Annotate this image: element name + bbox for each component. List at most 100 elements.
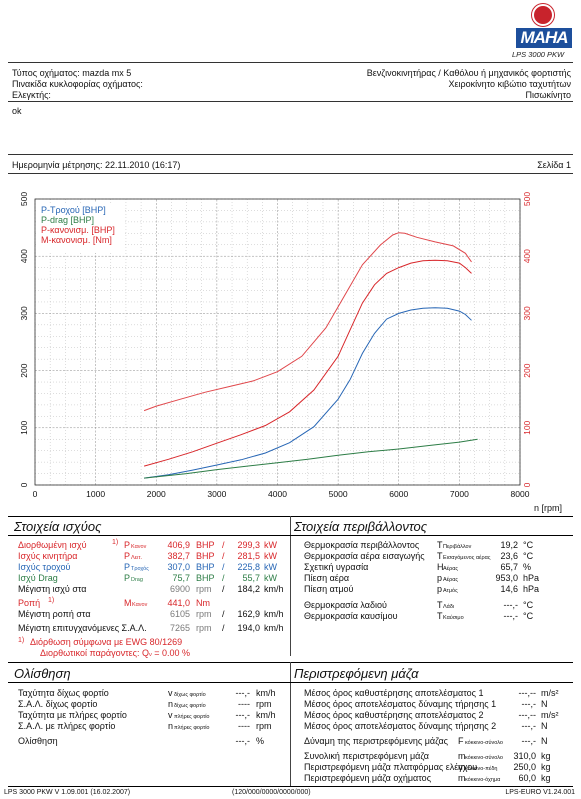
coast-row-label: Σ.Α.Λ. με πλήρες φορτίο <box>18 721 116 731</box>
rot-row-symbol: m <box>458 751 466 761</box>
power-row-symbol-sub: Κανον <box>131 544 147 550</box>
power-row-label: Ισχύς κινητήρα <box>18 551 78 561</box>
y-left-tick-label: 400 <box>19 249 29 263</box>
x-tick-label: 3000 <box>207 489 226 499</box>
rot-row-symbol-sub: κόκκινο-σύνολο <box>465 740 503 746</box>
env-row-label: Θερμοκρασία λαδιού <box>304 600 387 610</box>
y-left-tick-label: 200 <box>19 363 29 377</box>
chart-legend: P-Τροχού [BHP] P-drag [BHP] P-κανονισμ. … <box>38 203 123 253</box>
x-tick-label: 0 <box>33 489 38 499</box>
rot-row-symbol: F <box>458 736 464 746</box>
power-row-symbol-sub: Λειτ. <box>131 555 143 561</box>
footer-divider <box>8 786 573 787</box>
inspector-label: Ελεγκτής: <box>12 90 51 100</box>
env-row-symbol: H <box>437 562 444 572</box>
env-row-symbol: T <box>437 600 443 610</box>
series-line-1 <box>144 438 478 479</box>
env-row-symbol-sub: Αέρας <box>443 566 459 572</box>
x-tick-label: 8000 <box>511 489 530 499</box>
power-row-symbol: P <box>124 551 131 561</box>
env-row-unit: °C <box>523 600 534 610</box>
footer-center: (120/000/0000/0000/000) <box>232 789 311 796</box>
torque-label: Ροπή <box>18 598 41 608</box>
y-right-tick-label: 400 <box>522 249 532 263</box>
power-row-value2: 299,3 <box>237 540 260 550</box>
env-row-symbol: T <box>437 551 443 561</box>
section-divider-vertical-1 <box>290 516 291 656</box>
torque-value: 441,0 <box>167 598 190 608</box>
rot-row-symbol-sub: κόκκινο-σύνολο <box>465 755 503 761</box>
rot-row-value: ---,-- <box>518 710 537 720</box>
env-row-unit: hPa <box>523 584 540 594</box>
legend-item-wheel-power: P-Τροχού [BHP] <box>41 205 106 215</box>
max-torque-rpm: 6105 <box>169 609 190 619</box>
max-power-rpm: 6900 <box>169 584 190 594</box>
y-right-tick-label: 500 <box>522 192 532 206</box>
coast-row-symbol: n <box>168 721 174 731</box>
rot-row-unit: N <box>541 699 548 709</box>
header-divider-3 <box>8 154 573 155</box>
footer-left: LPS 3000 PKW V 1.09.001 (16.02.2007) <box>4 789 131 796</box>
max-power-speed-unit: km/h <box>264 584 284 594</box>
section-divider-vertical-2 <box>290 662 291 786</box>
env-row-value: 19,2 <box>500 540 518 550</box>
coast-row-label: Ταχύτητα με πλήρες φορτίο <box>18 710 127 720</box>
comment-text: ok <box>12 106 22 116</box>
rot-row-unit: m/s² <box>541 688 559 698</box>
series-line-2 <box>143 259 472 467</box>
max-torque-speed-unit: km/h <box>264 609 284 619</box>
coast-row-value: ---- <box>238 721 250 731</box>
legend-item-corrected-power: P-κανονισμ. [BHP] <box>41 225 115 235</box>
section-divider-bottom-title <box>8 682 573 683</box>
power-row-symbol: P <box>124 562 131 572</box>
env-row-value: ---,- <box>503 611 519 621</box>
env-row-symbol-sub: Εισαγόμενος αέρας <box>443 555 491 561</box>
coast-row-unit: rpm <box>256 699 272 709</box>
chart-frame <box>34 198 521 486</box>
power-row-unit1: BHP <box>196 540 215 550</box>
rot-row-symbol: m <box>458 773 466 783</box>
coastdown-section-title: Ολίσθηση <box>14 666 71 681</box>
power-row-slash: / <box>222 562 225 572</box>
environment-section-title: Στοιχεία περιβάλλοντος <box>294 519 428 534</box>
maha-logo: MAHA <box>516 28 572 48</box>
torque-sup: 1) <box>48 597 55 604</box>
coast-row-label: Ταχύτητα δίχως φορτίο <box>18 688 109 698</box>
rot-row-unit: kg <box>541 762 551 772</box>
env-row-symbol-sub: Αέρας <box>443 577 459 583</box>
rot-row-symbol-sub: κόκκινο-πέδη <box>465 766 498 772</box>
rot-row-label: Μέσος όρος αποτελέσματος δύναμης τήρησης… <box>304 699 497 709</box>
y-left-tick-label: 300 <box>19 306 29 320</box>
power-row-unit1: BHP <box>196 562 215 572</box>
env-row-value: 953,0 <box>495 573 518 583</box>
env-row-symbol: p <box>437 573 443 583</box>
rot-row-value: ---,-- <box>518 688 537 698</box>
max-rpm-rpm: 7265 <box>169 623 190 633</box>
note1-sup: 1) <box>18 637 25 644</box>
env-row-unit: °C <box>523 551 534 561</box>
x-axis-label: n [rpm] <box>534 503 563 513</box>
torque-symbol-sub: Κανον <box>132 602 148 608</box>
env-row-unit: °C <box>523 611 534 621</box>
power-row-slash: / <box>222 551 225 561</box>
correction-factors-value: = 0.00 % <box>154 648 191 658</box>
section-divider-title <box>8 535 573 536</box>
coast-row-symbol-sub: πλήρες φορτίο <box>174 725 210 731</box>
torque-symbol: M <box>124 598 132 608</box>
env-row-unit: hPa <box>523 573 540 583</box>
chart-ticks: 0 1000 2000 3000 4000 5000 6000 7000 80000100200… <box>19 192 532 499</box>
y-right-tick-label: 0 <box>522 482 532 487</box>
coast-row-unit: km/h <box>256 688 276 698</box>
power-row-symbol: P <box>124 573 131 583</box>
power-row-unit2: kW <box>264 551 277 561</box>
power-row-sup: 1) <box>112 539 119 546</box>
power-row-symbol-sub: Τροχός <box>131 566 149 572</box>
plate-label: Πινακίδα κυκλοφορίας οχήματος: <box>12 79 143 89</box>
series-line-0 <box>144 307 472 479</box>
max-torque-slash: / <box>222 609 225 619</box>
env-row-symbol: p <box>437 584 443 594</box>
env-row-label: Πίεση αέρα <box>304 573 350 583</box>
env-row-symbol-sub: Περιβάλλον <box>443 544 472 550</box>
rot-row-unit: kg <box>541 773 551 783</box>
rot-row-label: Συνολική περιστρεφόμενη μάζα <box>304 751 429 761</box>
